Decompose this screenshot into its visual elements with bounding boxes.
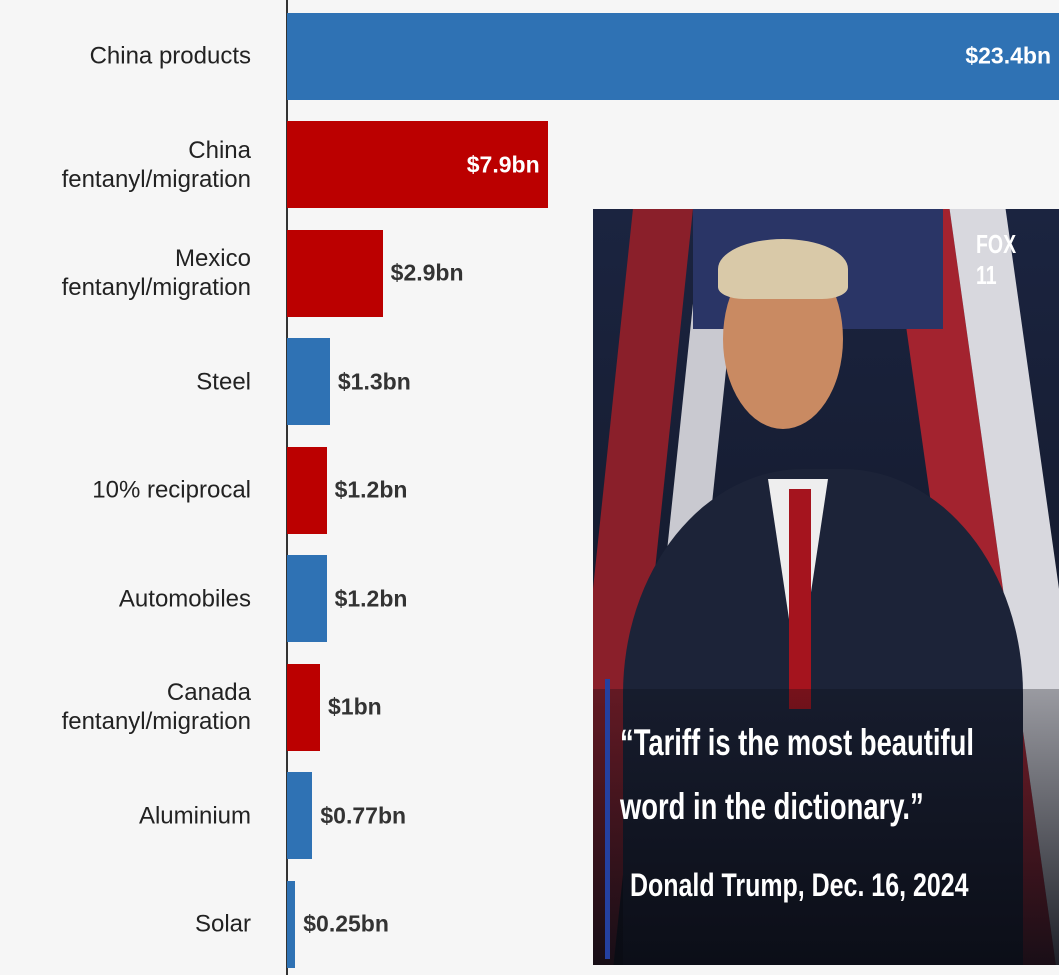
value-label: $2.9bn <box>391 260 464 287</box>
bar <box>287 881 295 968</box>
attribution: Donald Trump, Dec. 16, 2024 <box>630 867 1059 904</box>
accent-bar <box>605 679 610 959</box>
category-label: Aluminium <box>10 801 251 830</box>
bar <box>287 772 312 859</box>
bar <box>287 555 327 642</box>
tie <box>789 489 811 709</box>
photo: FOX 11 “Tariff is the most beautiful wor… <box>593 209 1059 965</box>
value-label: $1.2bn <box>335 477 408 504</box>
category-label: 10% reciprocal <box>10 476 251 505</box>
category-label: Solar <box>10 910 251 939</box>
value-label: $0.25bn <box>303 911 389 938</box>
value-label: $1.3bn <box>338 368 411 395</box>
category-label: China products <box>10 42 251 71</box>
category-label: Automobiles <box>10 584 251 613</box>
logo: FOX 11 <box>976 229 1038 291</box>
value-label: $1bn <box>328 694 382 721</box>
quote: “Tariff is the most beautiful word in th… <box>620 711 1038 839</box>
category-label: Mexico fentanyl/migration <box>10 244 251 302</box>
category-label: Steel <box>10 367 251 396</box>
bar <box>287 13 1059 100</box>
bar <box>287 447 327 534</box>
value-label: $1.2bn <box>335 585 408 612</box>
value-label: $23.4bn <box>965 43 1051 70</box>
category-label: China fentanyl/migration <box>10 136 251 194</box>
chart: China products $23.4bn China fentanyl/migr… <box>0 0 1059 975</box>
value-label: $0.77bn <box>320 802 406 829</box>
hair <box>718 239 848 299</box>
bar <box>287 664 320 751</box>
bar <box>287 338 330 425</box>
category-label: Canada fentanyl/migration <box>10 678 251 736</box>
value-label: $7.9bn <box>467 151 540 178</box>
bar <box>287 230 383 317</box>
